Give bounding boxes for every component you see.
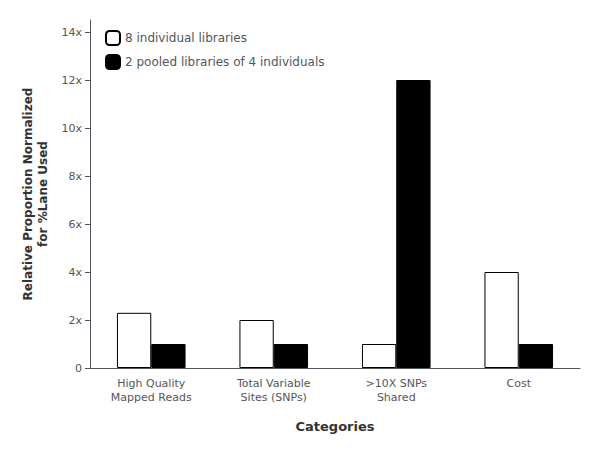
svg-text:High Quality: High Quality <box>117 377 186 390</box>
svg-text:12x: 12x <box>61 74 82 87</box>
svg-text:>10X SNPs: >10X SNPs <box>365 377 427 390</box>
svg-text:Relative Proportion Normalized: Relative Proportion Normalized <box>21 88 35 301</box>
svg-text:14x: 14x <box>61 26 82 39</box>
svg-text:4x: 4x <box>68 266 82 279</box>
svg-text:2x: 2x <box>68 314 82 327</box>
svg-text:Sites (SNPs): Sites (SNPs) <box>241 391 307 404</box>
svg-text:Total Variable: Total Variable <box>236 377 311 390</box>
svg-text:Shared: Shared <box>377 391 416 404</box>
svg-text:0: 0 <box>75 362 82 375</box>
svg-text:10x: 10x <box>61 122 82 135</box>
svg-text:2 pooled libraries of 4 indivi: 2 pooled libraries of 4 individuals <box>125 55 325 69</box>
svg-text:8x: 8x <box>68 170 82 183</box>
svg-text:Mapped Reads: Mapped Reads <box>111 391 192 404</box>
svg-text:8 individual libraries: 8 individual libraries <box>125 31 247 45</box>
svg-text:Cost: Cost <box>507 377 532 390</box>
svg-text:Categories: Categories <box>295 419 374 434</box>
svg-text:for %Lane Used: for %Lane Used <box>36 141 50 247</box>
svg-text:6x: 6x <box>68 218 82 231</box>
